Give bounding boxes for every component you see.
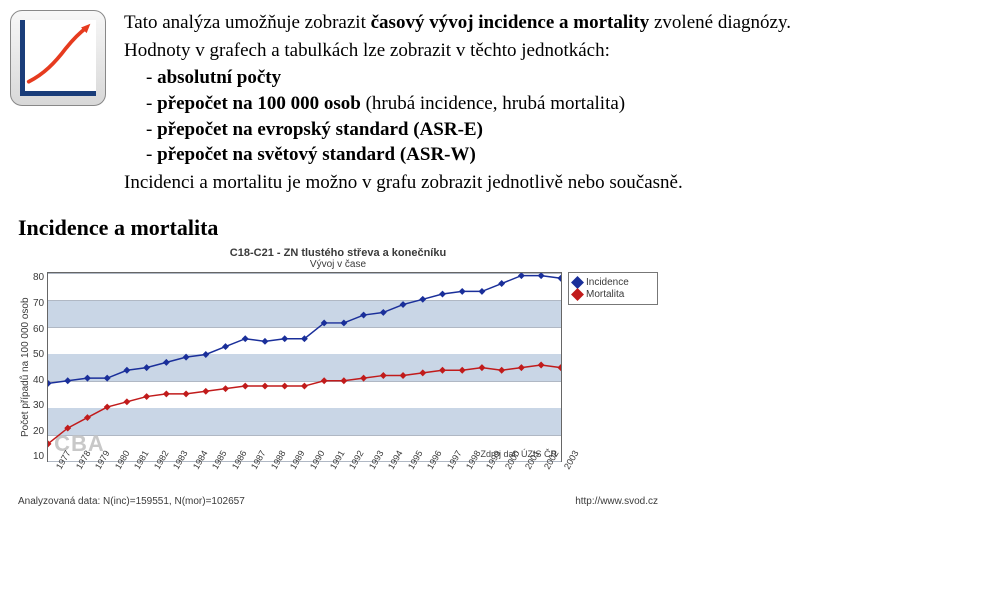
unit-item: přepočet na evropský standard (ASR-E) <box>146 117 994 143</box>
chart-xticks: 1977197819791980198119821983198419851986… <box>54 462 562 494</box>
intro-row: Tato analýza umožňuje zobrazit časový vý… <box>10 10 994 197</box>
chart-footer-left: Analyzovaná data: N(inc)=159551, N(mor)=… <box>18 496 245 507</box>
legend-item: Incidence <box>573 277 653 288</box>
chart-plot: CBA Zdroj dat: ÚZIS ČR <box>47 272 562 462</box>
units-list: absolutní počty přepočet na 100 000 osob… <box>124 65 994 168</box>
section-title: Incidence a mortalita <box>18 215 994 241</box>
chart-yticks: 8070605040302010 <box>33 272 47 462</box>
intro-line1c: zvolené diagnózy. <box>649 12 791 33</box>
intro-line3: Incidenci a mortalitu je možno v grafu z… <box>124 170 994 196</box>
unit-item: absolutní počty <box>146 65 994 91</box>
intro-text: Tato analýza umožňuje zobrazit časový vý… <box>124 10 994 197</box>
chart-subtitle: Vývoj v čase <box>18 259 658 270</box>
chart-title: C18-C21 - ZN tlustého střeva a konečníku <box>18 247 658 259</box>
trend-icon <box>10 10 106 106</box>
chart-legend: IncidenceMortalita <box>568 272 658 305</box>
intro-line1b: časový vývoj incidence a mortality <box>371 12 650 33</box>
chart-footer: Analyzovaná data: N(inc)=159551, N(mor)=… <box>18 496 658 507</box>
chart: C18-C21 - ZN tlustého střeva a konečníku… <box>18 247 658 507</box>
intro-line2: Hodnoty v grafech a tabulkách lze zobraz… <box>124 38 994 64</box>
chart-ylabel: Počet případů na 100 000 osob <box>18 272 33 462</box>
intro-line1a: Tato analýza umožňuje zobrazit <box>124 12 371 33</box>
chart-footer-right: http://www.svod.cz <box>575 496 658 507</box>
unit-item: přepočet na světový standard (ASR-W) <box>146 142 994 168</box>
unit-item: přepočet na 100 000 osob (hrubá incidenc… <box>146 91 994 117</box>
intro-line1: Tato analýza umožňuje zobrazit časový vý… <box>124 10 994 36</box>
legend-item: Mortalita <box>573 289 653 300</box>
